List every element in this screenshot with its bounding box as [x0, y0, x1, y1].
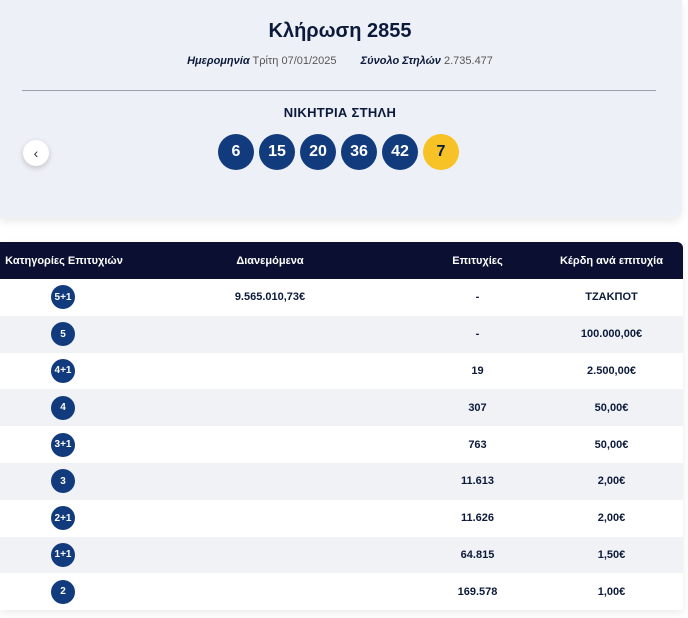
prize-cell: 50,00€ — [594, 401, 629, 414]
distributed-cell — [190, 537, 350, 574]
category-badge: 4+1 — [51, 358, 75, 383]
category-badge: 3+1 — [51, 432, 75, 457]
table-row: 3+1 763 50,00€ — [0, 426, 683, 463]
header-winners: Επιτυχίες — [452, 254, 503, 267]
header-distributed: Διανεμόμενα — [236, 254, 304, 267]
winners-cell: 19 — [471, 364, 484, 377]
distributed-cell — [190, 426, 350, 463]
winners-cell: 64.815 — [460, 548, 495, 561]
distributed-cell — [190, 389, 350, 426]
draw-card: Κλήρωση 2855 Ημερομηνία Τρίτη 07/01/2025… — [0, 0, 682, 218]
category-badge: 5 — [51, 322, 75, 347]
header-categories: Κατηγορίες Επιτυχιών — [5, 254, 123, 267]
distributed-cell: 9.565.010,73€ — [234, 291, 306, 304]
chevron-left-icon: ‹ — [33, 145, 39, 161]
number-ball: 6 — [218, 134, 254, 170]
total-columns-label: Σύνολο Στηλών — [360, 55, 441, 67]
winning-column-label: ΝΙΚΗΤΡΙΑ ΣΤΗΛΗ — [283, 105, 397, 120]
prize-table: Κατηγορίες Επιτυχιών Διανεμόμενα Επιτυχί… — [0, 242, 683, 611]
distributed-cell — [190, 353, 350, 390]
category-badge: 2+1 — [51, 506, 75, 531]
table-row: 4 307 50,00€ — [0, 389, 683, 427]
distributed-cell — [190, 463, 350, 500]
winners-cell: 11.613 — [460, 475, 495, 488]
prize-cell: 1,50€ — [597, 548, 626, 561]
table-row: 5+1 9.565.010,73€ - ΤΖΑΚΠΟΤ — [0, 279, 683, 316]
total-columns-value: 2.735.477 — [443, 55, 493, 67]
date-label: Ημερομηνία — [187, 55, 250, 67]
winners-cell: 169.578 — [457, 585, 498, 598]
previous-draw-button[interactable]: ‹ — [23, 140, 49, 166]
prize-cell: 2,00€ — [597, 512, 626, 525]
winners-cell: - — [475, 328, 480, 341]
table-row: 2 169.578 1,00€ — [0, 573, 683, 611]
number-ball: 42 — [382, 134, 418, 170]
draw-meta: Ημερομηνία Τρίτη 07/01/2025 Σύνολο Στηλώ… — [0, 55, 680, 67]
table-row: 1+1 64.815 1,50€ — [0, 536, 683, 574]
date-value: Τρίτη 07/01/2025 — [252, 55, 337, 67]
table-row: 2+1 11.626 2,00€ — [0, 499, 683, 537]
prize-cell: 2,00€ — [597, 475, 626, 488]
category-badge: 4 — [51, 395, 75, 420]
table-header: Κατηγορίες Επιτυχιών Διανεμόμενα Επιτυχί… — [0, 242, 683, 279]
distributed-cell — [190, 316, 350, 353]
number-ball: 15 — [259, 134, 295, 170]
category-badge: 2 — [51, 579, 75, 604]
category-badge: 3 — [51, 469, 75, 494]
number-ball: 36 — [341, 134, 377, 170]
table-row: 4+1 19 2.500,00€ — [0, 352, 683, 390]
bonus-ball: 7 — [423, 134, 459, 170]
winners-cell: 11.626 — [460, 512, 495, 525]
winning-numbers: 6 15 20 36 42 7 — [218, 134, 459, 170]
winners-cell: - — [475, 291, 480, 304]
draw-title: Κλήρωση 2855 — [268, 20, 412, 42]
prize-cell: ΤΖΑΚΠΟΤ — [585, 291, 638, 304]
prize-cell: 100.000,00€ — [580, 328, 643, 341]
divider — [22, 90, 656, 91]
header-prize-per-winner: Κέρδη ανά επιτυχία — [559, 254, 664, 267]
winners-cell: 763 — [468, 438, 487, 451]
winners-cell: 307 — [468, 401, 487, 414]
table-row: 3 11.613 2,00€ — [0, 462, 683, 500]
number-ball: 20 — [300, 134, 336, 170]
table-row: 5 - 100.000,00€ — [0, 315, 683, 353]
distributed-cell — [190, 573, 350, 610]
table-body: 5+1 9.565.010,73€ - ΤΖΑΚΠΟΤ 5 - 100.000,… — [0, 279, 683, 611]
prize-cell: 50,00€ — [594, 438, 629, 451]
prize-cell: 1,00€ — [597, 585, 626, 598]
distributed-cell — [190, 500, 350, 537]
category-badge: 5+1 — [51, 285, 75, 310]
prize-cell: 2.500,00€ — [587, 364, 636, 377]
category-badge: 1+1 — [51, 542, 75, 567]
